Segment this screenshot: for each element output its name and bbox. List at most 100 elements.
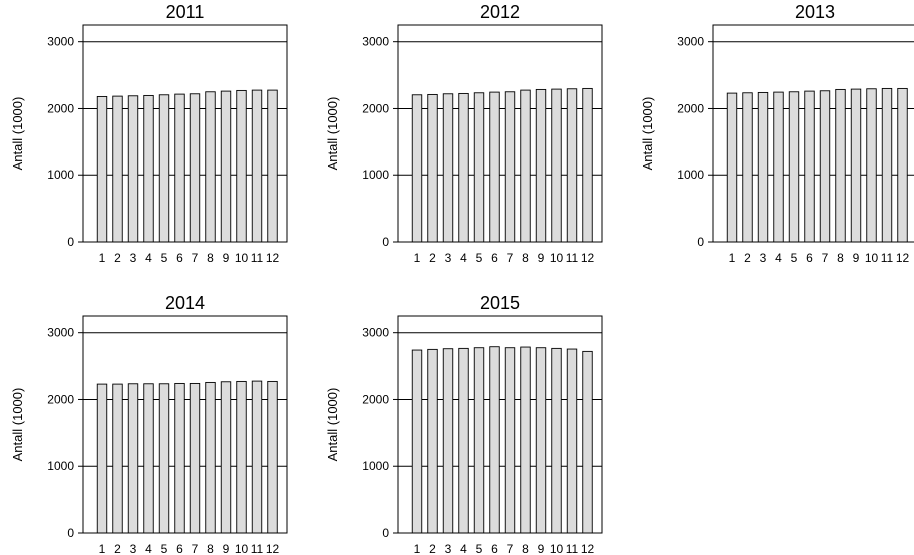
bar-2013-12	[897, 87, 908, 243]
y-tick-label: 3000	[677, 35, 704, 49]
x-tick-label: 1	[99, 251, 106, 265]
y-tick-label: 3000	[362, 35, 389, 49]
x-tick-label: 3	[130, 542, 137, 555]
y-tick-label: 0	[382, 526, 389, 540]
x-tick-label: 7	[192, 251, 199, 265]
bar-2013-7	[819, 90, 831, 243]
x-tick-label: 2	[744, 251, 751, 265]
bar-2012-4	[458, 92, 469, 243]
y-tick-label: 3000	[362, 326, 389, 340]
x-tick-label: 11	[881, 251, 894, 265]
y-tick-label: 1000	[47, 168, 74, 182]
y-axis-label: Antall (1000)	[640, 97, 655, 171]
y-tick-label: 2000	[47, 392, 74, 406]
plot-frame	[82, 315, 288, 534]
bar-2015-9	[535, 347, 547, 534]
x-tick-label: 5	[476, 542, 483, 555]
chart-title: 2013	[795, 2, 835, 22]
bar-2012-2	[427, 93, 438, 243]
bar-2014-10	[236, 380, 247, 534]
x-tick-label: 12	[266, 251, 280, 265]
bar-2012-8	[520, 89, 531, 243]
y-axis-label: Antall (1000)	[325, 388, 340, 462]
x-tick-label: 10	[550, 251, 564, 265]
bar-2014-12	[267, 380, 278, 534]
x-tick-label: 4	[145, 542, 152, 555]
bar-2013-2	[742, 92, 753, 243]
bar-2014-7	[189, 382, 201, 534]
bar-2011-5	[158, 94, 170, 243]
x-tick-label: 6	[806, 251, 813, 265]
bar-2015-11	[566, 348, 578, 534]
x-tick-label: 10	[235, 542, 249, 555]
x-tick-label: 1	[414, 542, 421, 555]
bar-2014-4	[143, 383, 154, 534]
bar-2013-5	[788, 91, 800, 243]
bar-2013-4	[773, 91, 784, 243]
x-tick-label: 2	[114, 251, 121, 265]
y-tick-label: 1000	[677, 168, 704, 182]
bar-2011-6	[174, 93, 185, 243]
x-tick-label: 3	[760, 251, 767, 265]
x-tick-label: 2	[114, 542, 121, 555]
bar-2011-2	[112, 95, 123, 243]
x-tick-label: 11	[566, 251, 579, 265]
bar-2015-2	[427, 348, 438, 534]
bar-2014-8	[205, 381, 216, 534]
y-tick-label: 2000	[362, 101, 389, 115]
bar-2013-9	[850, 88, 862, 243]
bar-2013-3	[757, 91, 769, 243]
bar-2012-6	[489, 91, 500, 243]
bar-2012-9	[535, 88, 547, 243]
bar-2014-1	[96, 383, 108, 534]
bar-2011-11	[251, 89, 263, 243]
y-tick-label: 1000	[362, 168, 389, 182]
x-tick-label: 9	[538, 542, 545, 555]
bar-2011-3	[127, 95, 139, 243]
x-tick-label: 1	[414, 251, 421, 265]
x-tick-label: 12	[266, 542, 280, 555]
y-tick-label: 2000	[677, 101, 704, 115]
x-tick-label: 6	[491, 542, 498, 555]
y-axis-label: Antall (1000)	[325, 97, 340, 171]
chart-title: 2015	[480, 293, 520, 313]
x-tick-label: 3	[130, 251, 137, 265]
x-tick-label: 9	[853, 251, 860, 265]
y-tick-label: 2000	[362, 392, 389, 406]
bar-2015-1	[411, 349, 423, 534]
x-tick-label: 8	[207, 542, 214, 555]
y-tick-label: 0	[67, 526, 74, 540]
bar-2015-12	[582, 350, 593, 534]
x-tick-label: 1	[99, 542, 106, 555]
bar-2011-8	[205, 91, 216, 243]
x-tick-label: 10	[235, 251, 249, 265]
bar-2012-3	[442, 93, 454, 243]
y-tick-label: 0	[382, 235, 389, 249]
x-tick-label: 2	[429, 542, 436, 555]
bar-2012-11	[566, 88, 578, 243]
x-tick-label: 12	[581, 251, 595, 265]
y-tick-label: 3000	[47, 326, 74, 340]
bar-2014-2	[112, 383, 123, 534]
bar-2014-9	[220, 381, 232, 534]
bar-2014-3	[127, 383, 139, 534]
bar-2012-1	[411, 94, 423, 243]
x-tick-label: 4	[145, 251, 152, 265]
x-tick-label: 10	[550, 542, 564, 555]
x-tick-label: 6	[176, 542, 183, 555]
y-tick-label: 0	[697, 235, 704, 249]
bar-2014-11	[251, 380, 263, 534]
x-tick-label: 9	[538, 251, 545, 265]
x-tick-label: 4	[460, 542, 467, 555]
bar-2015-10	[551, 347, 562, 534]
x-tick-label: 4	[775, 251, 782, 265]
x-tick-label: 8	[837, 251, 844, 265]
bar-2013-10	[866, 88, 877, 243]
x-tick-label: 2	[429, 251, 436, 265]
bar-2015-6	[489, 346, 500, 534]
x-tick-label: 11	[566, 542, 579, 555]
